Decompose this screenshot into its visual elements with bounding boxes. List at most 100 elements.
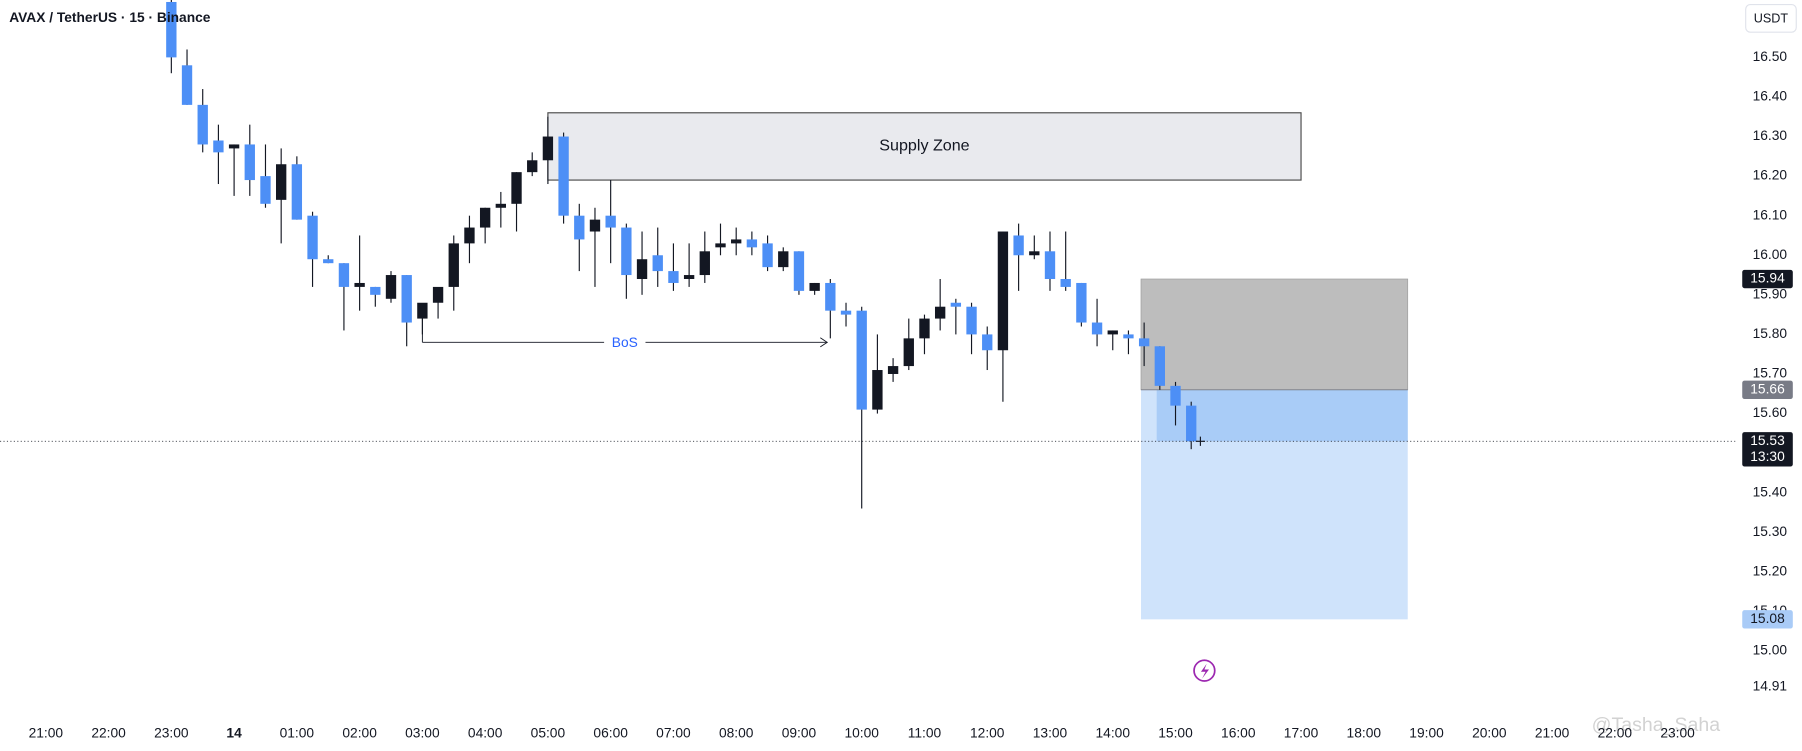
- candle-body: [636, 259, 648, 280]
- x-tick-label: 02:00: [342, 725, 377, 740]
- candle-body: [715, 243, 726, 248]
- candle-body: [934, 306, 946, 319]
- candle-body: [778, 251, 789, 268]
- candle-body: [432, 286, 444, 303]
- price-badge-label: 15.08: [1750, 611, 1785, 626]
- candle-body: [213, 140, 224, 153]
- x-tick-label: 10:00: [844, 725, 879, 740]
- x-tick-label: 23:00: [154, 725, 189, 740]
- x-tick-label: 04:00: [468, 725, 503, 740]
- candle-body: [1123, 334, 1134, 339]
- candle-body: [652, 255, 663, 272]
- y-tick-label: 16.30: [1753, 128, 1788, 143]
- candle-body: [1060, 279, 1071, 287]
- alert-icon[interactable]: [1193, 659, 1216, 682]
- plot-area: Supply Zone BoS: [0, 0, 1736, 620]
- candle-body: [181, 65, 193, 105]
- candle-body: [668, 271, 679, 283]
- candle-body: [275, 164, 287, 200]
- candle-body: [1154, 346, 1165, 386]
- candle-body: [872, 370, 883, 410]
- x-tick-label: 15:00: [1158, 725, 1193, 740]
- x-tick-label: 03:00: [405, 725, 440, 740]
- countdown-label: 13:30: [1750, 449, 1785, 464]
- y-tick-label: 16.40: [1753, 89, 1788, 104]
- currency: USDT: [1754, 11, 1789, 25]
- y-tick-label: 15.40: [1753, 484, 1788, 499]
- x-tick-label: 06:00: [593, 725, 628, 740]
- bos-arrow: [820, 337, 829, 348]
- x-tick-label: 19:00: [1409, 725, 1444, 740]
- x-tick-label: 12:00: [970, 725, 1005, 740]
- candle-body: [307, 215, 318, 260]
- x-tick-label: 16:00: [1221, 725, 1256, 740]
- x-tick-label: 22:00: [91, 725, 126, 740]
- y-tick-label: 16.10: [1753, 207, 1788, 222]
- candle-body: [1107, 330, 1118, 335]
- candle-body: [1029, 251, 1040, 256]
- candle-body: [574, 215, 585, 240]
- x-tick-label: 21:00: [1535, 725, 1570, 740]
- candle-body: [511, 172, 522, 204]
- candle-body: [966, 306, 977, 335]
- candle-body: [244, 144, 255, 181]
- cursor-cross: [1195, 436, 1205, 446]
- y-tick-label: 15.20: [1753, 564, 1788, 579]
- candle-body: [354, 282, 365, 287]
- candle-body: [370, 286, 381, 295]
- y-tick-label: 15.70: [1753, 366, 1788, 381]
- candle-body: [479, 207, 491, 228]
- supply-zone-label: Supply Zone: [879, 137, 969, 155]
- candle-body: [527, 160, 538, 173]
- x-tick-label: 11:00: [908, 725, 942, 740]
- candle-body: [1076, 282, 1087, 323]
- candle-body: [1186, 405, 1197, 442]
- candle-body: [1013, 235, 1024, 256]
- candle-body: [260, 176, 271, 204]
- candle-body: [731, 239, 742, 244]
- candle-body: [809, 282, 820, 291]
- candle-body: [1170, 385, 1181, 406]
- candle-body: [338, 263, 350, 287]
- candle-body: [919, 318, 930, 339]
- candle-body: [385, 275, 397, 299]
- price-badge-label: 15.66: [1750, 381, 1785, 396]
- y-tick-label: 15.90: [1753, 286, 1788, 301]
- y-tick-label: 15.60: [1753, 405, 1788, 420]
- y-tick-label: 14.91: [1753, 678, 1787, 693]
- candle-body: [793, 251, 805, 291]
- x-tick-label: 14:00: [1096, 725, 1131, 740]
- candle-body: [699, 251, 710, 276]
- x-tick-label: 07:00: [656, 725, 691, 740]
- candle-body: [228, 144, 240, 149]
- risk-zone: [1140, 278, 1409, 391]
- price-badge-label: 15.94: [1750, 271, 1785, 286]
- x-tick-label: 14: [226, 725, 242, 740]
- candle-body: [166, 1, 177, 58]
- price-badge: [1742, 380, 1793, 400]
- price-badge: [1742, 269, 1793, 289]
- candle-body: [997, 231, 1009, 351]
- x-tick-label: 13:00: [1033, 725, 1068, 740]
- currency-button[interactable]: [1745, 4, 1797, 33]
- x-tick-label: 20:00: [1472, 725, 1507, 740]
- candle-body: [558, 136, 569, 216]
- bos-label: BoS: [612, 335, 638, 350]
- y-tick-label: 15.30: [1753, 524, 1788, 539]
- x-tick-label: 09:00: [782, 725, 817, 740]
- open-pnl-zone: [1156, 389, 1408, 442]
- candle-body: [589, 219, 601, 232]
- x-tick-label: 01:00: [280, 725, 315, 740]
- candle-body: [291, 164, 303, 220]
- candle-body: [323, 259, 334, 264]
- x-tick-label: 22:00: [1598, 725, 1633, 740]
- watermark: @Tasha_Saha: [1592, 714, 1721, 736]
- candle-body: [903, 338, 914, 367]
- candle-body: [495, 203, 507, 208]
- alert-bolt: [1200, 663, 1209, 679]
- x-tick-label: 08:00: [719, 725, 754, 740]
- candle-body: [1091, 322, 1103, 335]
- chart-title: AVAX / TetherUS · 15 · Binance: [9, 10, 211, 25]
